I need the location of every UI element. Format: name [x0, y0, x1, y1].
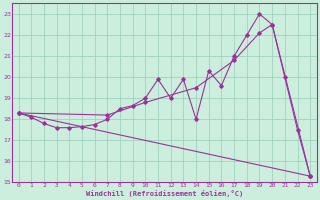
X-axis label: Windchill (Refroidissement éolien,°C): Windchill (Refroidissement éolien,°C): [86, 190, 243, 197]
